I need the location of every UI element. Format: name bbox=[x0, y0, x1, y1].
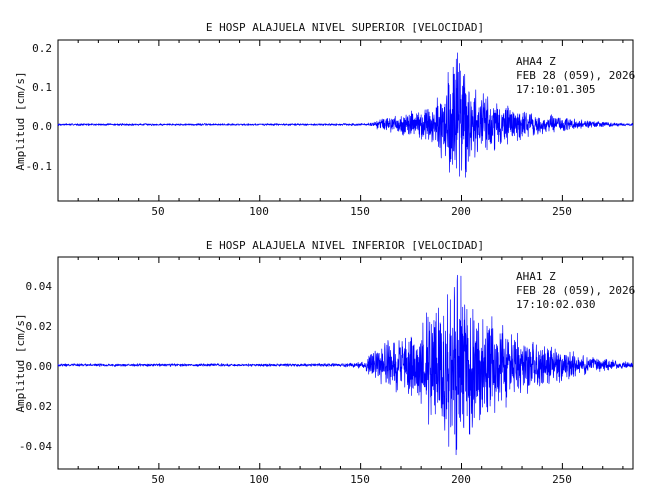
y-tick-label: -0.02 bbox=[19, 400, 52, 413]
panel-upper: E HOSP ALAJUELA NIVEL SUPERIOR [VELOCIDA… bbox=[14, 21, 635, 218]
x-tick-label: 50 bbox=[151, 473, 164, 486]
x-ticks: 50 100 150 200 250 bbox=[151, 473, 572, 486]
time-label: 17:10:01.305 bbox=[516, 83, 595, 96]
station-annotation: AHA1 Z FEB 28 (059), 2026 17:10:02.030 bbox=[516, 270, 635, 311]
plot-frame bbox=[57, 39, 634, 202]
y-tick-label: -0.04 bbox=[19, 440, 52, 453]
x-tick-label: 150 bbox=[350, 473, 370, 486]
station-label: AHA4 Z bbox=[516, 55, 556, 68]
plot-frame bbox=[57, 256, 634, 470]
date-label: FEB 28 (059), 2026 bbox=[516, 69, 635, 82]
y-tick-label: 0.2 bbox=[32, 42, 52, 55]
x-tick-label: 150 bbox=[350, 205, 370, 218]
panel-lower: E HOSP ALAJUELA NIVEL INFERIOR [VELOCIDA… bbox=[14, 239, 635, 486]
y-tick-label: 0.00 bbox=[26, 360, 53, 373]
x-tick-label: 250 bbox=[552, 205, 572, 218]
station-label: AHA1 Z bbox=[516, 270, 556, 283]
axis-ticks bbox=[77, 257, 624, 469]
y-tick-label: 0.02 bbox=[26, 320, 53, 333]
y-tick-label: 0.1 bbox=[32, 81, 52, 94]
station-annotation: AHA4 Z FEB 28 (059), 2026 17:10:01.305 bbox=[516, 55, 635, 96]
x-tick-label: 200 bbox=[451, 205, 471, 218]
x-tick-label: 100 bbox=[249, 205, 269, 218]
y-tick-label: 0.04 bbox=[26, 280, 53, 293]
y-ticks: 0.04 0.02 0.00 -0.02 -0.04 bbox=[19, 280, 52, 453]
seismogram-trace bbox=[57, 52, 634, 178]
y-tick-label: 0.0 bbox=[32, 120, 52, 133]
chart-title: E HOSP ALAJUELA NIVEL INFERIOR [VELOCIDA… bbox=[206, 239, 484, 252]
x-tick-label: 200 bbox=[451, 473, 471, 486]
chart-title: E HOSP ALAJUELA NIVEL SUPERIOR [VELOCIDA… bbox=[206, 21, 484, 34]
seismogram-trace bbox=[57, 274, 634, 456]
y-ticks: 0.2 0.1 0.0 -0.1 bbox=[26, 42, 53, 173]
time-label: 17:10:02.030 bbox=[516, 298, 595, 311]
y-axis-label: Amplitud [cm/s] bbox=[14, 71, 27, 170]
x-ticks: 50 100 150 200 250 bbox=[151, 205, 572, 218]
axis-ticks bbox=[77, 40, 624, 201]
x-tick-label: 50 bbox=[151, 205, 164, 218]
y-tick-label: -0.1 bbox=[26, 160, 53, 173]
x-tick-label: 250 bbox=[552, 473, 572, 486]
date-label: FEB 28 (059), 2026 bbox=[516, 284, 635, 297]
y-axis-label: Amplitud [cm/s] bbox=[14, 313, 27, 412]
x-tick-label: 100 bbox=[249, 473, 269, 486]
